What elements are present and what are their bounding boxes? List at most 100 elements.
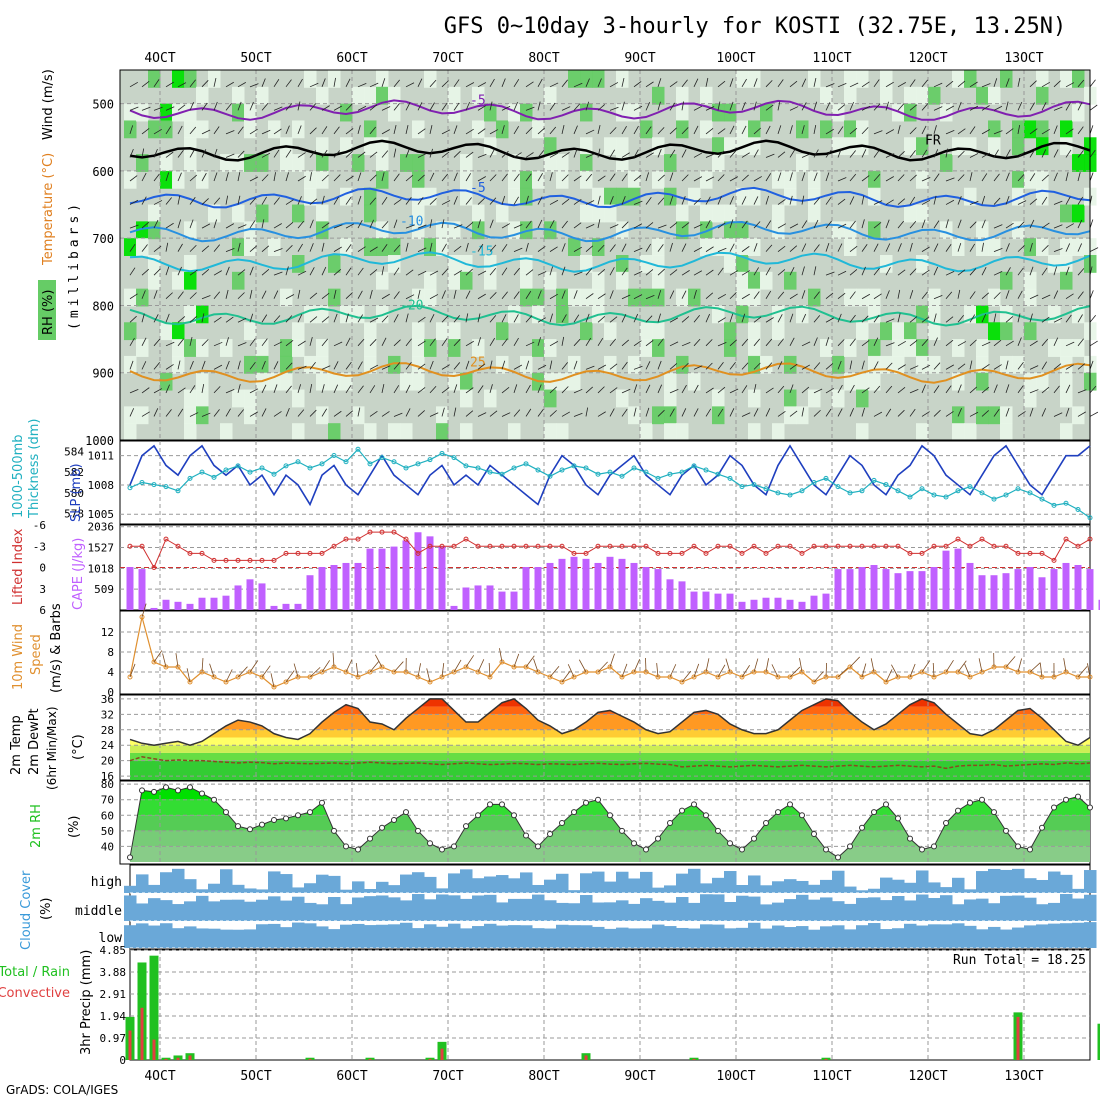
wind-barb	[201, 268, 210, 276]
wind-barb	[201, 198, 209, 205]
cloud-cell	[976, 929, 989, 948]
wind-barb	[1089, 247, 1099, 252]
wind-barb	[441, 290, 446, 299]
precip-tick: 4.85	[100, 944, 127, 957]
wind-barb	[801, 125, 805, 135]
wind-barb	[933, 243, 939, 252]
rh-cell	[508, 187, 521, 206]
cloud-cell	[844, 929, 857, 948]
wind-barb	[789, 172, 793, 182]
rh-cell	[580, 170, 593, 189]
wind-barb	[969, 360, 973, 370]
wind-barb	[885, 81, 894, 88]
wind-barb	[501, 360, 506, 370]
wind-barb	[129, 389, 139, 394]
wind-series	[127, 603, 1093, 690]
rh2m-point	[895, 815, 901, 822]
rh-cell	[412, 355, 425, 374]
rh-cell	[280, 355, 293, 374]
wind-tick: 4	[107, 666, 114, 679]
wind-barb	[573, 148, 578, 158]
cloud-cell	[292, 896, 305, 921]
wind-barb	[909, 268, 917, 276]
wind-barb	[657, 360, 662, 370]
top-date-tick: 10OCT	[716, 51, 755, 66]
wind-barb	[357, 82, 367, 88]
wind-barb	[273, 361, 279, 370]
temp-band	[130, 745, 1090, 753]
cloud-cell	[400, 922, 413, 948]
wind-barb	[597, 661, 608, 673]
wind-barb	[285, 670, 295, 683]
wind-barb	[837, 339, 845, 347]
wind-barb	[765, 195, 770, 205]
rh-cell	[856, 372, 869, 391]
cloud-cell	[880, 929, 893, 948]
wind-barb	[537, 384, 542, 394]
rh-cell	[472, 86, 485, 105]
cloud-cell	[880, 900, 893, 921]
rh-cell	[616, 70, 629, 88]
cape-bar	[1038, 577, 1046, 610]
wind-barb	[465, 242, 469, 252]
rh-cell	[940, 221, 953, 240]
wind-barb	[717, 80, 726, 88]
wind-barb	[357, 219, 363, 229]
rh2m-point	[619, 827, 625, 834]
wind-barb	[381, 315, 389, 323]
rh-cell	[688, 187, 701, 206]
rh-cell	[808, 288, 821, 307]
rh-cell	[616, 137, 629, 156]
cloud-cell	[736, 895, 749, 921]
wind-point	[211, 674, 217, 680]
rh-cell	[244, 322, 257, 341]
wind-barb	[609, 387, 618, 394]
cape-bar	[162, 599, 170, 610]
wind-barb	[321, 195, 325, 205]
cloud-cell	[1084, 870, 1097, 893]
wind-barb	[561, 220, 568, 229]
li-point	[163, 536, 169, 542]
wind-barb	[849, 101, 854, 111]
wind-barb	[1041, 245, 1049, 252]
wind-barb	[141, 196, 147, 205]
wind-barb	[1065, 82, 1075, 88]
wind-barb	[165, 313, 170, 323]
wind-barb	[273, 223, 282, 229]
wind-barb	[499, 648, 503, 663]
rh2m-point	[679, 807, 685, 814]
li-point	[859, 543, 865, 549]
wind-barb	[165, 172, 170, 182]
wind-barb	[1077, 411, 1086, 417]
wind-barb	[909, 196, 916, 205]
temperature-contour	[129, 362, 1091, 384]
cloud-cell	[196, 889, 209, 893]
wind-barb	[537, 364, 547, 370]
wind-barb	[381, 337, 387, 346]
wind-barb	[681, 101, 684, 111]
wind-point	[427, 679, 433, 685]
thickness-point	[175, 488, 181, 494]
wind-barb	[129, 148, 134, 158]
rh-cell	[784, 355, 797, 374]
rh2m-point	[439, 846, 445, 853]
rh-cell	[868, 339, 881, 357]
wind-barb	[355, 663, 359, 678]
wind-barb	[1029, 128, 1038, 135]
rh-cell	[760, 271, 773, 290]
li-point	[955, 536, 961, 542]
wind-barb	[381, 106, 391, 111]
wind-barb	[645, 222, 654, 229]
slp-line	[129, 444, 1091, 507]
rh-cell	[652, 86, 665, 105]
wind-barb	[525, 220, 532, 229]
cape-bar	[522, 567, 530, 610]
wind-barb	[585, 365, 595, 370]
li-point	[571, 550, 577, 556]
wind-barb	[957, 174, 965, 182]
thickness-point	[1039, 496, 1045, 502]
wind-barb	[777, 245, 786, 252]
wind-barb	[357, 125, 361, 135]
wind-barb	[561, 290, 566, 299]
wind-point	[967, 674, 973, 680]
